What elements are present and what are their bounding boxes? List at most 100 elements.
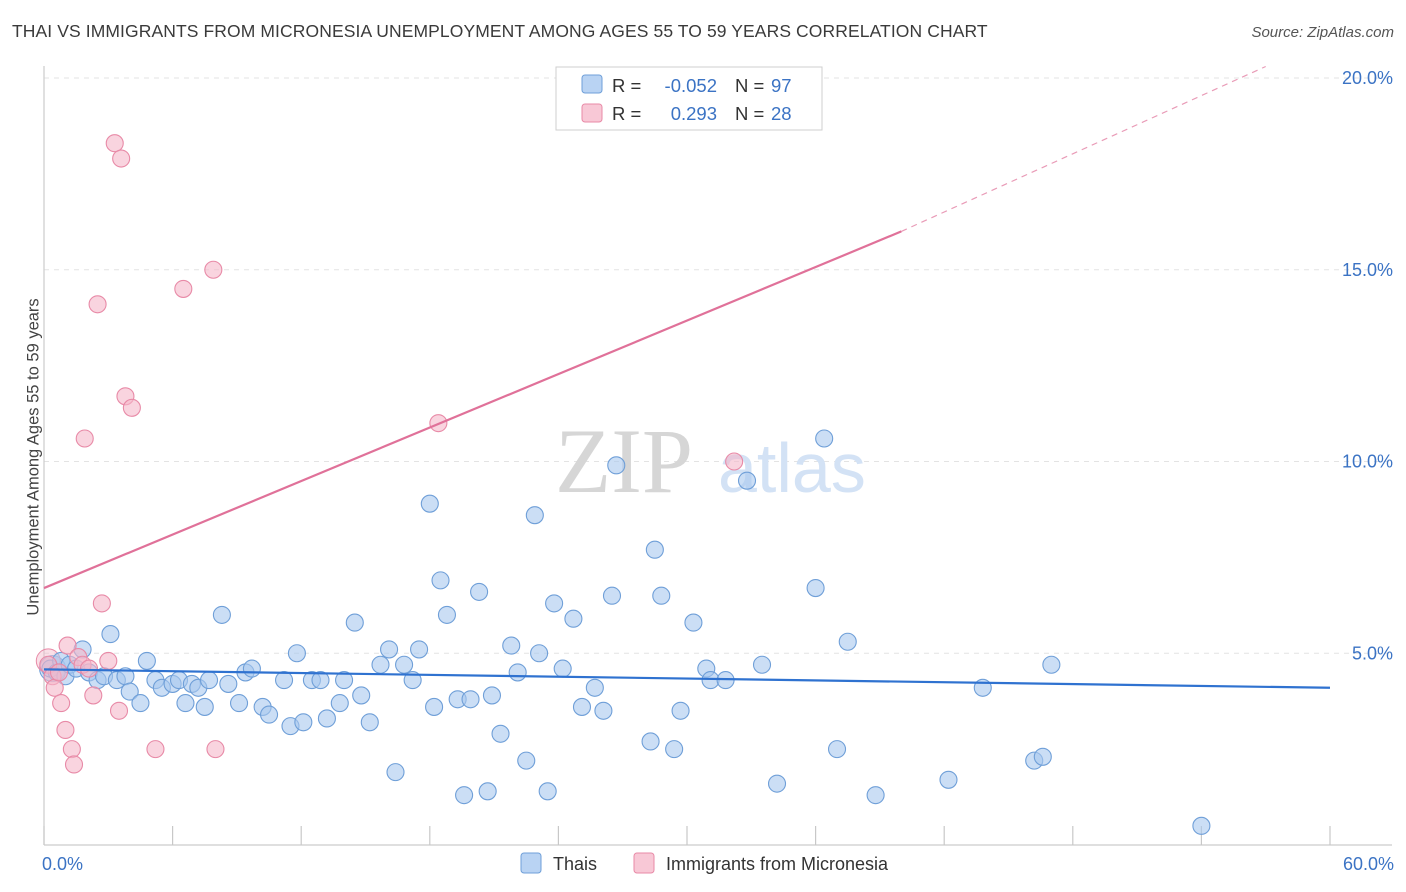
thais-point: [425, 697, 444, 716]
micronesia-n-label: N =: [735, 103, 764, 124]
thais-point: [508, 663, 527, 682]
micronesia-r-label: R =: [612, 103, 641, 124]
thais-point: [380, 640, 399, 659]
thais-point: [335, 671, 354, 690]
thais-point: [530, 644, 549, 663]
thais-point: [137, 651, 156, 670]
data-points: [35, 134, 1211, 835]
thais-point: [517, 751, 536, 770]
y-tick-label: 5.0%: [1352, 643, 1393, 663]
trend-lines: [43, 65, 1331, 689]
thais-point: [420, 494, 439, 513]
micronesia-point: [204, 260, 223, 279]
thais-point: [212, 605, 231, 624]
thais-point: [120, 682, 139, 701]
micronesia-point: [88, 295, 107, 314]
legend-thais-label: Thais: [553, 854, 597, 874]
thais-trend-line: [43, 668, 1331, 689]
thais-point: [437, 605, 456, 624]
thais-point: [939, 770, 958, 789]
micronesia-point: [146, 740, 165, 759]
x-tick-label: 60.0%: [1343, 854, 1394, 874]
chart-title: THAI VS IMMIGRANTS FROM MICRONESIA UNEMP…: [12, 21, 988, 41]
thais-point: [538, 782, 557, 801]
micronesia-point: [62, 740, 81, 759]
watermark: ZIP atlas: [555, 410, 866, 512]
micronesia-point: [56, 720, 75, 740]
micronesia-swatch: [581, 103, 603, 123]
micronesia-point: [79, 659, 99, 678]
source-credit: Source: ZipAtlas.com: [1251, 24, 1394, 41]
thais-point: [607, 456, 626, 475]
thais-point: [317, 709, 336, 728]
legend-micronesia-label: Immigrants from Micronesia: [666, 854, 889, 874]
micronesia-point: [109, 701, 129, 720]
thais-point: [455, 786, 474, 805]
thais-point: [827, 740, 847, 759]
micronesia-point: [725, 452, 744, 471]
thais-point: [737, 471, 757, 490]
thais-point: [602, 586, 622, 605]
micronesia-point: [75, 429, 94, 448]
y-tick-label: 15.0%: [1342, 260, 1393, 280]
micronesia-point: [99, 651, 118, 670]
thais-point: [410, 640, 429, 659]
thais-point: [701, 671, 720, 690]
micronesia-point: [58, 636, 77, 655]
thais-point: [195, 697, 214, 716]
thais-r-label: R =: [612, 75, 641, 96]
micronesia-point: [112, 149, 131, 168]
thais-point: [311, 671, 330, 690]
thais-point: [1192, 816, 1211, 835]
micronesia-point: [92, 594, 111, 613]
micronesia-point: [174, 279, 193, 298]
micronesia-point: [45, 678, 64, 697]
watermark-atlas: atlas: [718, 429, 866, 507]
thais-point: [671, 701, 690, 720]
thais-point: [294, 713, 313, 732]
y-tick-label: 20.0%: [1342, 68, 1393, 88]
thais-point: [219, 674, 238, 693]
thais-point: [545, 594, 564, 613]
thais-point: [395, 655, 414, 674]
thais-point: [345, 613, 364, 632]
thais-point: [229, 694, 249, 713]
micronesia-point: [84, 686, 103, 705]
thais-point: [866, 786, 885, 805]
thais-point: [594, 701, 613, 720]
thais-n-value: 97: [771, 75, 792, 96]
thais-point: [360, 713, 379, 732]
micronesia-n-value: 28: [771, 103, 792, 124]
micronesia-trend-line: [43, 230, 902, 590]
micronesia-point: [64, 755, 84, 774]
thais-point: [645, 540, 664, 559]
micronesia-point: [52, 694, 71, 713]
thais-point: [838, 632, 857, 651]
thais-point: [806, 579, 825, 598]
legend-micronesia-swatch: [633, 852, 655, 874]
micronesia-point: [105, 134, 124, 153]
thais-point: [1042, 655, 1061, 674]
thais-point: [330, 694, 349, 713]
thais-point: [491, 724, 510, 743]
micronesia-trend-extension: [901, 65, 1266, 232]
thais-point: [502, 636, 521, 655]
thais-point: [259, 705, 279, 724]
thais-point: [176, 694, 195, 713]
thais-point: [131, 694, 150, 713]
thais-swatch: [581, 74, 603, 94]
thais-point: [199, 671, 219, 690]
thais-point: [815, 429, 834, 448]
thais-point: [275, 671, 294, 690]
series-legend: Thais Immigrants from Micronesia: [520, 852, 889, 874]
micronesia-point: [49, 663, 69, 682]
micronesia-r-value: 0.293: [671, 103, 717, 124]
x-tick-label: 0.0%: [42, 854, 83, 874]
thais-point: [1033, 747, 1052, 766]
thais-r-value: -0.052: [665, 75, 717, 96]
thais-point: [752, 655, 772, 674]
thais-point: [403, 671, 422, 690]
thais-point: [478, 782, 497, 801]
legend-thais-swatch: [520, 852, 542, 874]
